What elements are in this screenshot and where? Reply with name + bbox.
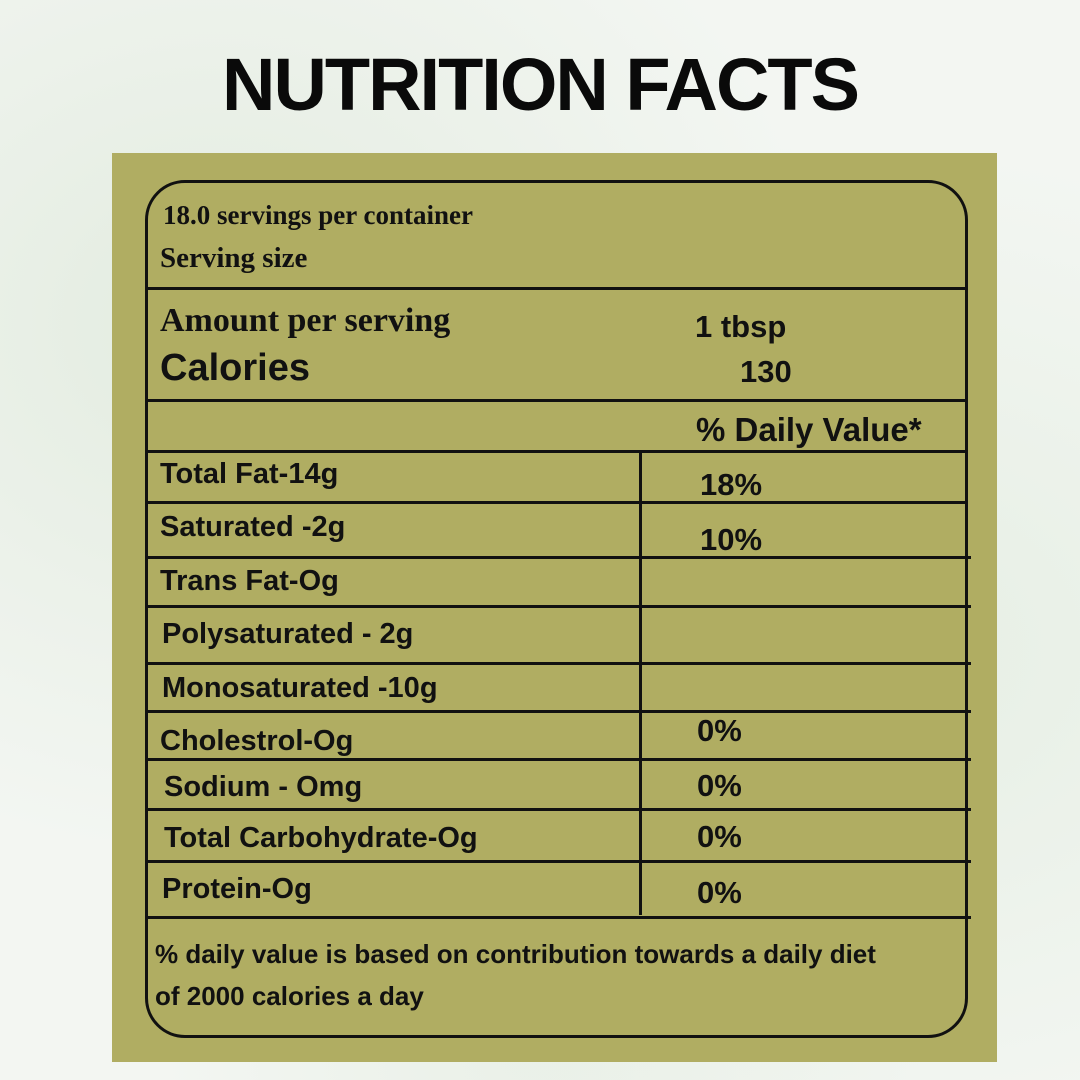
- title: NUTRITION FACTS: [222, 43, 860, 126]
- nutrient-name: Total Carbohydrate-Og: [164, 822, 478, 854]
- dv-header: % Daily Value*: [696, 411, 922, 448]
- row-divider: [147, 501, 967, 504]
- row-divider: [147, 605, 971, 608]
- divider: [147, 450, 967, 453]
- calories-label: Calories: [160, 347, 310, 389]
- row-divider: [147, 710, 971, 713]
- nutrient-name: Monosaturated -10g: [162, 672, 438, 704]
- divider: [147, 399, 967, 402]
- nutrient-name: Cholestrol-Og: [160, 725, 354, 757]
- serving-size-label: Serving size: [160, 242, 308, 274]
- nutrient-name: Sodium - Omg: [164, 771, 363, 803]
- daily-value: 18%: [700, 467, 763, 502]
- row-divider: [147, 916, 971, 919]
- row-divider: [147, 808, 971, 811]
- column-divider: [639, 452, 642, 915]
- divider: [147, 287, 967, 290]
- daily-value: 10%: [700, 522, 763, 557]
- daily-value: 0%: [697, 819, 742, 854]
- amount-label: Amount per serving: [160, 302, 451, 339]
- label-card: [145, 180, 968, 1038]
- nutrient-name: Saturated -2g: [160, 511, 346, 543]
- nutrient-name: Trans Fat-Og: [160, 565, 339, 597]
- serving-size: 1 tbsp: [695, 309, 787, 344]
- calories: 130: [740, 354, 792, 389]
- servings: 18.0 servings per container: [163, 200, 473, 230]
- row-divider: [147, 662, 971, 665]
- nutrient-name: Total Fat-14g: [160, 458, 339, 490]
- daily-value: 0%: [697, 875, 742, 910]
- row-divider: [147, 860, 971, 863]
- footnote: % daily value is based on contribution t…: [155, 939, 876, 969]
- daily-value: 0%: [697, 768, 742, 803]
- row-divider: [147, 758, 971, 761]
- row-divider: [147, 556, 971, 559]
- footnote: of 2000 calories a day: [155, 981, 424, 1011]
- nutrient-name: Protein-Og: [162, 873, 312, 905]
- nutrient-name: Polysaturated - 2g: [162, 618, 414, 650]
- daily-value: 0%: [697, 713, 742, 748]
